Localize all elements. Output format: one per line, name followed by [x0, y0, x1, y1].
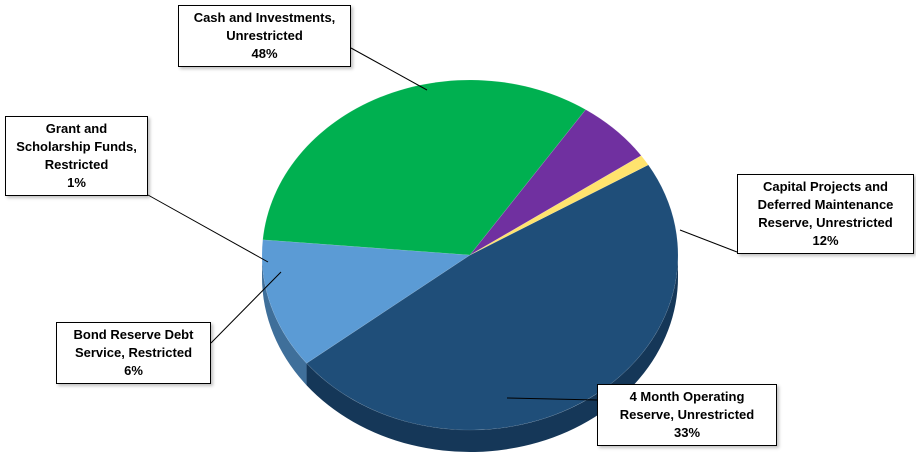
data-label-capital-projects: Capital Projects and Deferred Maintenanc… [737, 174, 914, 254]
pie-slice-bond-reserve [469, 109, 642, 256]
data-label-line: Service, Restricted [74, 345, 193, 360]
pie-slice-operating-reserve [262, 79, 587, 256]
data-label-grant-scholarship: Grant and Scholarship Funds, Restricted … [5, 116, 148, 196]
leader-line-bond-reserve [210, 271, 282, 344]
data-label-percent: 12% [812, 233, 839, 248]
data-label-percent: 48% [251, 46, 278, 61]
data-label-line: Scholarship Funds, [16, 139, 137, 154]
leader-line-grant-scholarship [147, 194, 269, 263]
leader-line-cash-investments [350, 47, 428, 91]
pie-slice-cash-investments [306, 164, 679, 431]
leader-lines [147, 47, 738, 401]
pie-top-slices [261, 79, 679, 431]
leader-line-operating-reserve [506, 397, 598, 401]
data-label-percent: 33% [673, 425, 701, 440]
data-label-line: Unrestricted [226, 28, 303, 43]
data-label-cash-investments: Cash and Investments, Unrestricted 48% [178, 5, 351, 67]
pie-side-capital-projects [262, 255, 307, 386]
pie-slice-capital-projects [261, 239, 471, 364]
data-label-line: Cash and Investments, [193, 10, 336, 25]
data-label-line: Capital Projects and [763, 179, 888, 194]
data-label-line: Deferred Maintenance [757, 197, 894, 212]
data-label-line: Grant and [45, 121, 108, 136]
pie-side-cash-investments [306, 255, 678, 452]
data-label-line: 4 Month Operating [629, 389, 745, 404]
data-label-line: Bond Reserve Debt [73, 327, 194, 342]
data-label-line: Reserve, Unrestricted [619, 407, 755, 422]
data-label-line: Restricted [44, 157, 109, 172]
leader-line-capital-projects [679, 229, 738, 253]
data-label-percent: 1% [67, 175, 86, 190]
pie-side-walls [262, 255, 678, 452]
data-label-percent: 6% [124, 363, 143, 378]
pie-slice-grant-scholarship [469, 155, 649, 256]
data-label-line: Reserve, Unrestricted [758, 215, 893, 230]
data-label-bond-reserve: Bond Reserve Debt Service, Restricted 6% [56, 322, 211, 384]
data-label-operating-reserve: 4 Month Operating Reserve, Unrestricted … [597, 384, 777, 446]
